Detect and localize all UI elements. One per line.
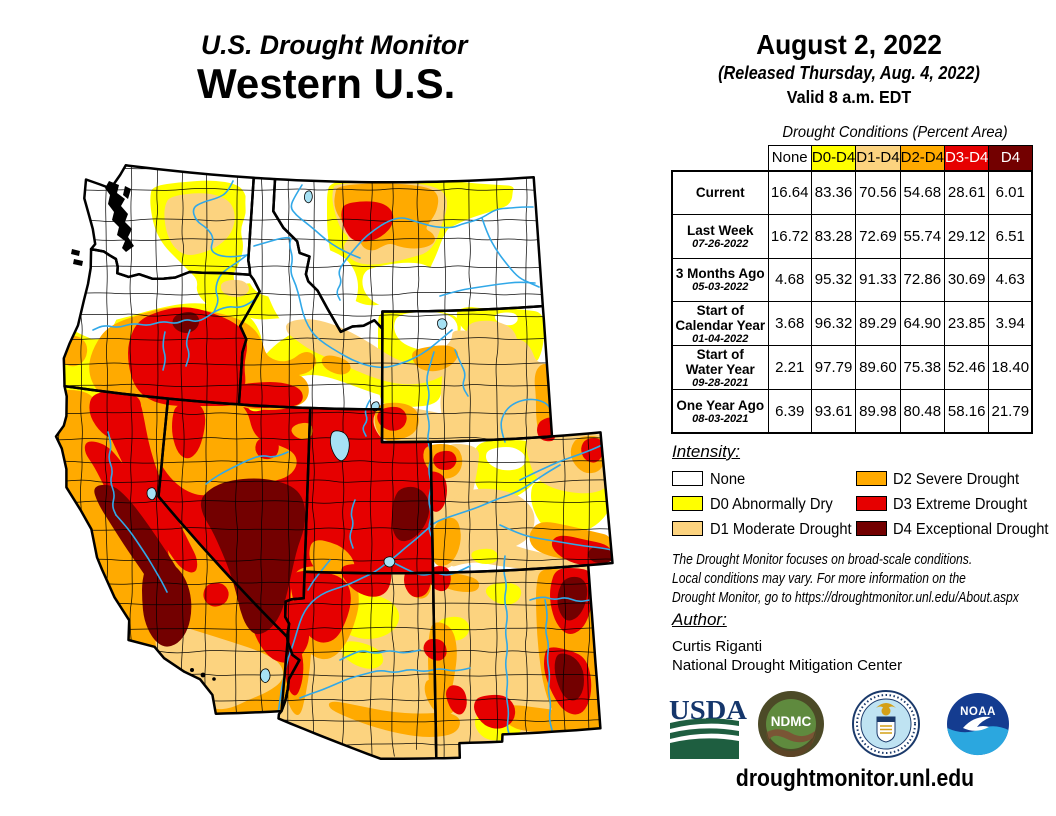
svg-text:NDMC: NDMC (771, 714, 812, 729)
svg-text:NOAA: NOAA (960, 706, 996, 718)
